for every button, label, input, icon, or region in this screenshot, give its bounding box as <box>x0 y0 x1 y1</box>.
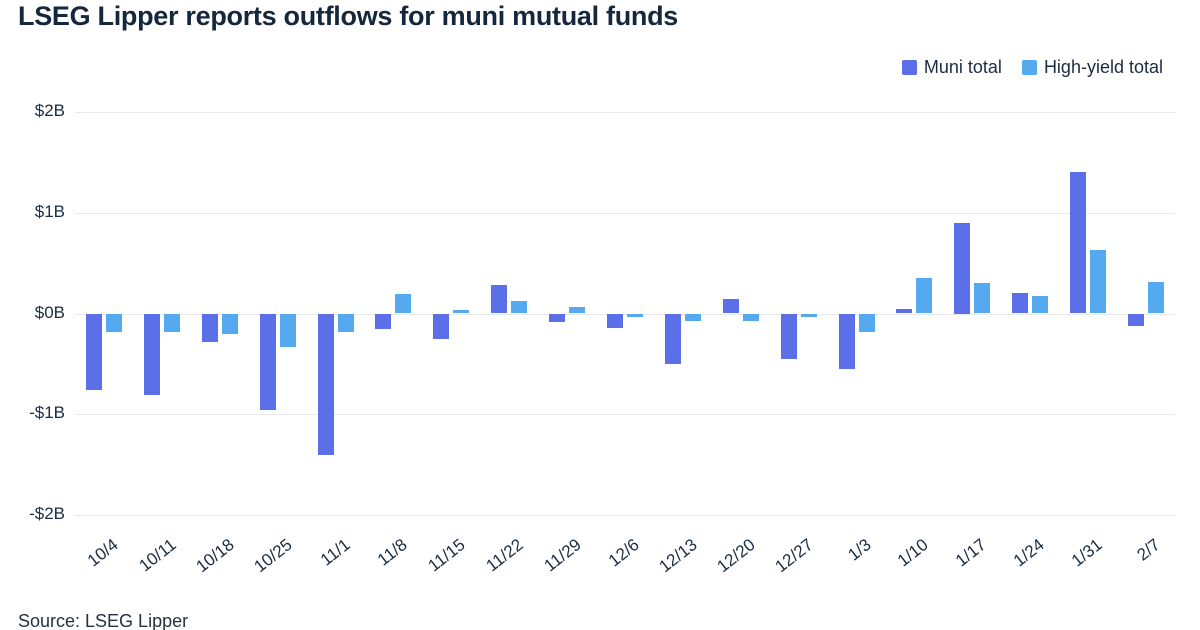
legend-item-muni: Muni total <box>901 57 1002 78</box>
bar-muni-total <box>260 314 276 410</box>
legend-label-muni: Muni total <box>923 57 1002 77</box>
x-tick-label: 10/25 <box>250 535 296 577</box>
bar-muni-total <box>665 314 681 364</box>
bar-muni-total <box>318 314 334 455</box>
y-axis-labels: $2B $1B $0B -$1B -$2B <box>0 101 65 523</box>
x-tick-label: 11/15 <box>424 535 469 576</box>
x-tick-label: 10/18 <box>192 535 238 577</box>
bar-muni-total <box>839 314 855 369</box>
x-tick-label: 1/3 <box>844 535 875 565</box>
bar-high-yield-total <box>685 314 701 321</box>
x-tick-label: 1/24 <box>1009 535 1048 571</box>
gridline <box>75 414 1175 415</box>
bar-muni-total <box>1128 314 1144 326</box>
bar-high-yield-total <box>1090 250 1106 313</box>
x-tick-label: 10/4 <box>83 535 122 571</box>
bar-high-yield-total <box>916 278 932 313</box>
bar-muni-total <box>1070 172 1086 313</box>
x-tick-label: 12/20 <box>713 535 759 577</box>
gridline <box>75 213 1175 214</box>
bar-muni-total <box>954 223 970 314</box>
bar-high-yield-total <box>1148 282 1164 313</box>
bar-high-yield-total <box>395 294 411 313</box>
y-tick-label: -$2B <box>29 504 65 523</box>
bar-muni-total <box>86 314 102 390</box>
x-tick-label: 12/13 <box>655 535 701 577</box>
bar-muni-total <box>144 314 160 395</box>
bar-muni-total <box>202 314 218 342</box>
bar-high-yield-total <box>859 314 875 332</box>
chart-title: LSEG Lipper reports outflows for muni mu… <box>18 1 679 31</box>
bar-muni-total <box>375 314 391 329</box>
bar-high-yield-total <box>106 314 122 332</box>
x-tick-label: 1/31 <box>1067 535 1106 571</box>
legend-swatch-high-yield <box>1021 60 1037 75</box>
bar-muni-total <box>433 314 449 339</box>
bar-high-yield-total <box>1032 296 1048 313</box>
bar-muni-total <box>781 314 797 359</box>
source-note: Source: LSEG Lipper <box>18 611 189 630</box>
x-tick-label: 10/11 <box>135 535 180 576</box>
y-tick-label: -$1B <box>29 403 65 422</box>
x-axis-labels: 10/4 10/11 10/18 10/25 11/1 11/8 11/15 11/22 11/… <box>75 525 1175 597</box>
legend-swatch-muni <box>901 60 917 75</box>
x-tick-label: 11/8 <box>373 535 411 570</box>
x-tick-label: 11/1 <box>316 535 354 570</box>
legend-label-high-yield: High-yield total <box>1043 57 1163 77</box>
x-tick-label: 11/22 <box>482 535 527 576</box>
bar-high-yield-total <box>627 314 643 317</box>
bar-muni-total <box>896 309 912 313</box>
bar-high-yield-total <box>743 314 759 321</box>
gridline <box>75 515 1175 516</box>
legend-item-high-yield: High-yield total <box>1021 57 1163 78</box>
x-tick-label: 12/6 <box>604 535 643 571</box>
bar-high-yield-total <box>511 301 527 313</box>
bar-high-yield-total <box>338 314 354 332</box>
bar-high-yield-total <box>569 307 585 313</box>
x-tick-label: 1/17 <box>951 535 990 571</box>
gridline <box>75 314 1175 315</box>
bar-high-yield-total <box>974 283 990 313</box>
x-tick-label: 2/7 <box>1133 535 1164 565</box>
x-tick-label: 1/10 <box>893 535 932 571</box>
legend: Muni total High-yield total <box>901 57 1163 78</box>
y-tick-label: $1B <box>34 202 65 221</box>
y-tick-label: $2B <box>34 101 65 120</box>
bar-high-yield-total <box>453 310 469 313</box>
gridline <box>75 112 1175 113</box>
bar-muni-total <box>491 285 507 313</box>
bar-high-yield-total <box>801 314 817 317</box>
plot-area <box>75 112 1175 516</box>
bar-muni-total <box>1012 293 1028 313</box>
bar-muni-total <box>549 314 565 322</box>
bar-high-yield-total <box>280 314 296 347</box>
bar-high-yield-total <box>164 314 180 332</box>
y-tick-label: $0B <box>34 303 65 322</box>
x-tick-label: 11/29 <box>540 535 585 576</box>
x-tick-label: 12/27 <box>771 535 817 577</box>
bar-muni-total <box>607 314 623 328</box>
bar-muni-total <box>723 299 739 313</box>
bar-high-yield-total <box>222 314 238 334</box>
